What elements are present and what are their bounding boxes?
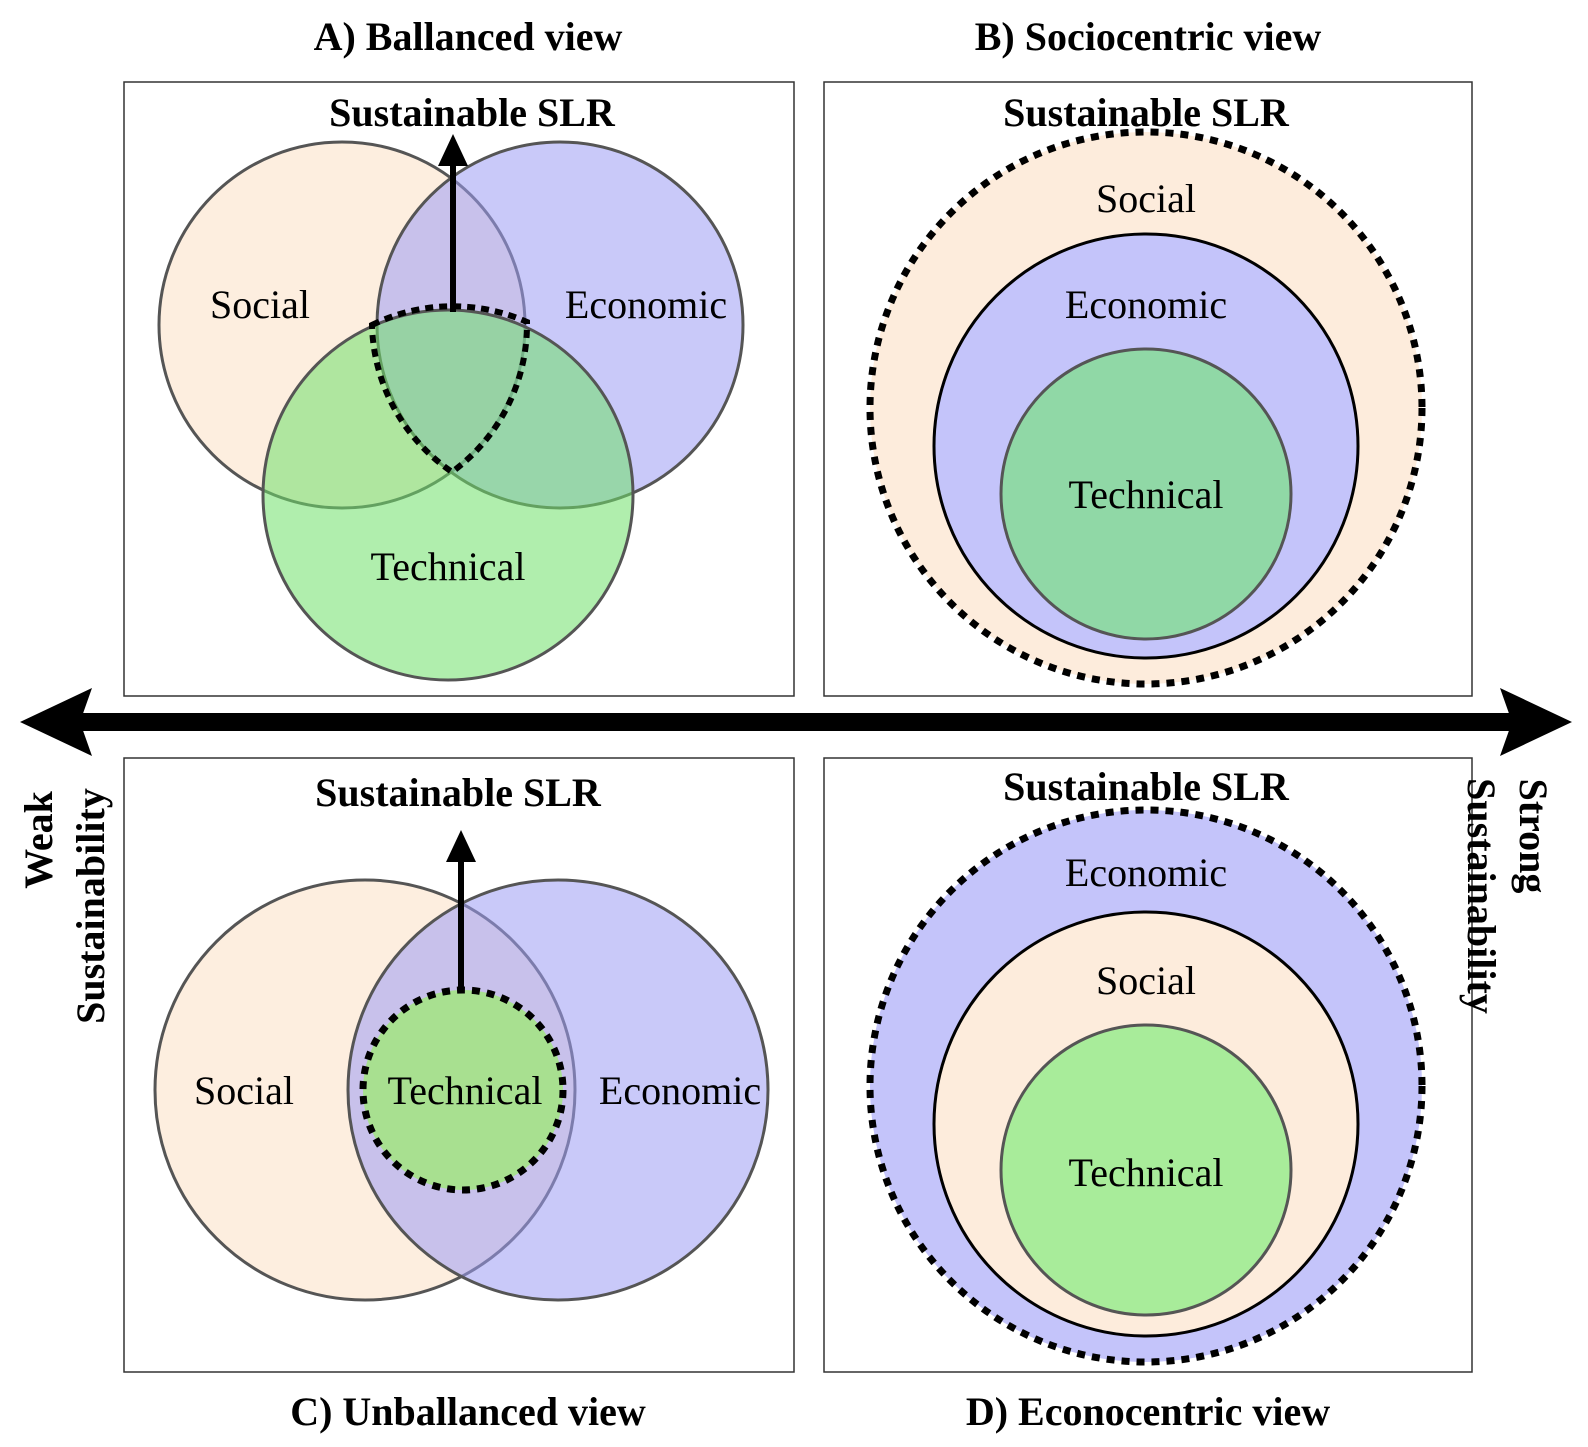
axis-left-arrowhead: [20, 688, 92, 756]
weak-sustainability-label: Sustainability: [68, 788, 113, 1024]
panel-a-venn: Sustainable SLR Social Economic Technica…: [157, 90, 745, 682]
panel-b-economic-label: Economic: [1065, 282, 1227, 327]
panel-d-social-label: Social: [1096, 958, 1196, 1003]
panel-d-slr-label: Sustainable SLR: [1003, 764, 1290, 809]
panel-a-slr-label: Sustainable SLR: [329, 90, 616, 135]
panel-d-technical-circle: [999, 1023, 1293, 1317]
panel-c-title: C) Unballanced view: [290, 1389, 646, 1434]
panel-b-technical-label: Technical: [1069, 472, 1224, 517]
panel-b-social-label: Social: [1096, 176, 1196, 221]
panel-d-technical-label: Technical: [1069, 1150, 1224, 1195]
panel-a-intersection-outline: [368, 303, 531, 476]
sustainability-axis: [20, 688, 1572, 756]
panel-c-social-label: Social: [194, 1068, 294, 1113]
panel-a-technical-label: Technical: [371, 544, 526, 589]
panel-d-economic-label: Economic: [1065, 850, 1227, 895]
panel-c-slr-label: Sustainable SLR: [315, 770, 602, 815]
panel-c-technical-label: Technical: [388, 1068, 543, 1113]
panel-c-arrow-head: [446, 830, 476, 862]
panel-c-venn: Sustainable SLR Social Technical Economi…: [153, 770, 770, 1302]
panel-b-title: B) Sociocentric view: [975, 14, 1322, 59]
strong-sustainability-label: Sustainability: [1459, 778, 1504, 1014]
axis-right-arrowhead: [1500, 688, 1572, 756]
panel-d-title: D) Econocentric view: [966, 1389, 1330, 1434]
panel-b-slr-label: Sustainable SLR: [1003, 90, 1290, 135]
strong-label: Strong: [1511, 779, 1556, 894]
panel-a-social-label: Social: [210, 282, 310, 327]
panel-c-economic-label: Economic: [599, 1068, 761, 1113]
panel-b-technical-circle: [999, 347, 1293, 641]
panel-a-title: A) Ballanced view: [314, 14, 623, 59]
panel-d-nested: Sustainable SLR Economic Social Technica…: [866, 764, 1426, 1366]
panel-a-technical-circle: [261, 308, 635, 682]
panel-b-nested: Sustainable SLR Social Economic Technica…: [866, 90, 1426, 688]
panel-a-economic-label: Economic: [565, 282, 727, 327]
panel-a-arrow-head: [438, 134, 468, 166]
weak-label: Weak: [16, 790, 61, 889]
